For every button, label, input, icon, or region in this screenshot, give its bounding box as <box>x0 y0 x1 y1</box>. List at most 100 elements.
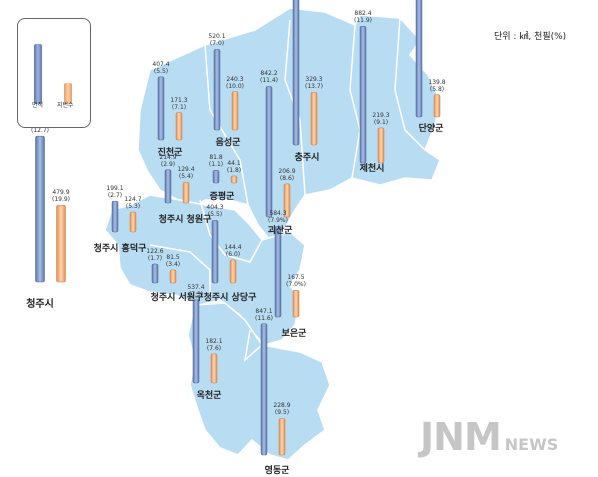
label-area-value-9: 842.2 <box>260 70 278 78</box>
label-parcels-value-14: 228.9 <box>273 402 291 410</box>
jnm-news-logo: JNM NEWS <box>420 415 558 459</box>
bar-parcels-13 <box>210 353 218 384</box>
bar-area-6 <box>213 49 221 131</box>
legend-area-label: 면적 <box>32 102 44 109</box>
region-name-3: 청주시 서원구 <box>150 293 204 303</box>
label-parcels-value-2: 129.4 <box>177 166 195 174</box>
bar-parcels-8 <box>310 92 318 146</box>
label-parcels-pct-4: (6.0) <box>225 250 241 258</box>
label-area-value-2: 214.9 <box>159 153 177 161</box>
logo-sub: NEWS <box>504 435 559 454</box>
legend-area-swatch <box>34 44 42 104</box>
region-name-9: 괴산군 <box>267 226 293 236</box>
label-parcels-pct-6: (10.0) <box>225 82 245 90</box>
bar-area-11 <box>415 0 423 118</box>
label-parcels-value-7: 44.1 <box>227 159 241 167</box>
bar-parcels-6 <box>231 91 239 131</box>
label-parcels-value-13: 182.1 <box>205 337 223 345</box>
label-area-value-14: 847.1 <box>255 307 273 315</box>
label-parcels-pct-9: (8.6) <box>279 174 295 182</box>
region-name-5: 진천군 <box>157 148 183 158</box>
region-name-8: 충주시 <box>294 153 320 163</box>
label-parcels-pct-12: (7.0%) <box>286 281 306 289</box>
label-parcels-pct-2: (5.4) <box>178 173 194 181</box>
bar-parcels-4 <box>229 259 237 284</box>
label-parcels-value-3: 81.5 <box>166 253 180 261</box>
bar-parcels-5 <box>175 112 183 141</box>
label-area-pct-4: (5.5) <box>207 211 223 219</box>
label-area-pct-5: (5.5) <box>153 67 169 75</box>
bar-area-5 <box>157 76 165 141</box>
label-area-value-12: 584.3 <box>269 210 287 218</box>
label-area-pct-6: (7.0) <box>209 40 225 48</box>
label-area-pct-3: (1.7) <box>147 254 163 262</box>
label-parcels-pct-0: (19.9) <box>51 196 71 204</box>
label-area-value-7: 81.8 <box>209 154 223 162</box>
logo-main: JNM <box>420 415 502 459</box>
label-parcels-value-11: 139.8 <box>428 78 446 86</box>
label-area-pct-12: (7.9%) <box>268 217 288 225</box>
label-parcels-pct-8: (13.7) <box>304 83 324 91</box>
label-parcels-pct-1: (5.3) <box>125 203 141 211</box>
label-parcels-value-4: 144.4 <box>224 243 242 251</box>
bar-area-2 <box>164 169 172 204</box>
label-parcels-value-0: 479.9 <box>52 189 70 197</box>
label-area-pct-14: (11.6) <box>254 314 274 322</box>
bars-layer <box>35 0 441 456</box>
label-parcels-pct-10: (9.1) <box>373 118 389 126</box>
map-border-3 <box>284 19 306 196</box>
legend: 면적 지번수 <box>17 18 91 128</box>
label-area-pct-10: (11.9) <box>353 17 373 25</box>
label-area-value-1: 199.1 <box>106 185 124 193</box>
bar-area-13 <box>192 299 200 384</box>
bar-area-0 <box>35 135 45 283</box>
bar-parcels-7 <box>230 175 238 184</box>
label-area-value-3: 122.6 <box>146 247 164 255</box>
region-name-11: 단양군 <box>418 124 444 134</box>
legend-parcels-label: 지번수 <box>57 102 74 109</box>
bar-parcels-10 <box>377 127 385 164</box>
label-parcels-pct-7: (1.8) <box>226 166 242 174</box>
bar-area-8 <box>292 0 300 146</box>
label-area-value-13: 537.4 <box>187 283 205 291</box>
map-border-6 <box>204 44 249 206</box>
bar-area-12 <box>274 226 282 318</box>
label-parcels-pct-11: (5.8) <box>429 85 445 93</box>
label-area-pct-0: (12.7) <box>30 127 50 135</box>
label-parcels-value-9: 206.9 <box>278 167 296 175</box>
bar-area-4 <box>211 220 219 284</box>
label-area-pct-13: (7.3) <box>188 290 204 298</box>
label-parcels-pct-5: (7.1) <box>171 103 187 111</box>
label-parcels-value-6: 240.3 <box>226 75 244 83</box>
bar-parcels-9 <box>283 183 291 218</box>
label-area-pct-1: (2.7) <box>107 192 123 200</box>
region-name-12: 보은군 <box>281 329 307 339</box>
map-border-2 <box>149 244 211 300</box>
bar-area-1 <box>111 200 119 233</box>
label-area-pct-7: (1.1) <box>208 161 224 169</box>
label-parcels-pct-14: (9.5) <box>274 409 290 417</box>
region-name-0: 청주시 <box>26 299 54 310</box>
label-area-value-10: 882.4 <box>354 10 372 18</box>
map-border-4 <box>349 24 361 179</box>
region-name-14: 영동군 <box>264 466 290 476</box>
label-parcels-pct-13: (7.6) <box>206 344 222 352</box>
label-parcels-value-12: 167.5 <box>287 274 305 282</box>
bar-area-14 <box>260 323 268 456</box>
map-border-1 <box>199 199 263 263</box>
legend-parcels-swatch <box>64 83 72 104</box>
bar-parcels-3 <box>169 269 177 284</box>
label-area-pct-2: (2.9) <box>160 160 176 168</box>
region-name-2: 청주시 청원구 <box>158 215 212 225</box>
region-name-13: 옥천군 <box>196 391 222 401</box>
region-name-10: 제천시 <box>359 164 385 174</box>
region-name-7: 증평군 <box>209 192 235 202</box>
bar-parcels-1 <box>129 211 137 233</box>
map-south <box>187 302 331 461</box>
label-parcels-pct-3: (3.4) <box>165 260 181 268</box>
map-border-5 <box>394 17 426 151</box>
bar-parcels-11 <box>433 94 441 118</box>
bar-area-7 <box>212 170 220 184</box>
bar-parcels-12 <box>292 289 300 318</box>
